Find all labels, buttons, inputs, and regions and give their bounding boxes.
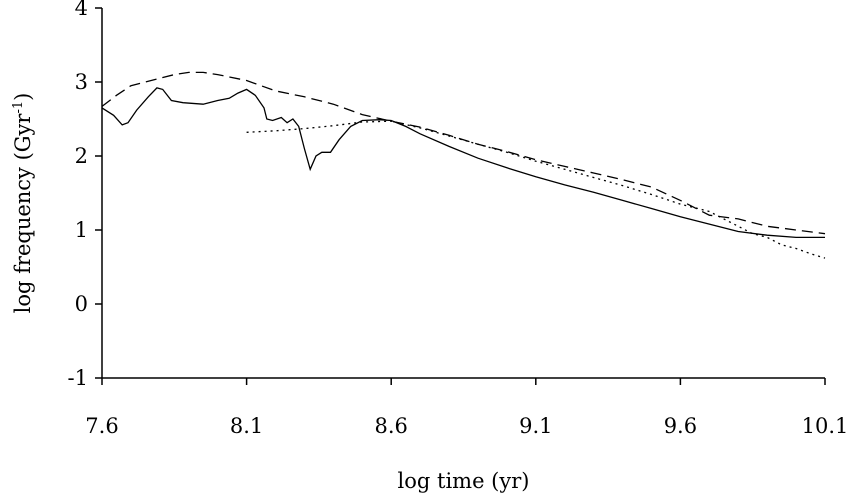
series-layer	[101, 71, 826, 259]
series-line-solid	[101, 87, 825, 239]
y-tick-label: 1	[75, 218, 88, 242]
y-tick-label: -1	[68, 366, 88, 390]
x-tick-label: 8.6	[374, 414, 407, 438]
axes	[101, 8, 825, 379]
y-tick-label: 3	[75, 70, 88, 94]
x-tick-label: 9.6	[664, 414, 697, 438]
series-line-dotted	[246, 120, 826, 259]
y-tick-label: 4	[75, 0, 88, 20]
x-tick-label: 9.1	[519, 414, 552, 438]
y-tick-label: 0	[75, 292, 88, 316]
y-axis-title-main: log frequency (Gyr	[11, 113, 35, 314]
series-line-dashed	[101, 71, 826, 235]
y-axis-title: log frequency (Gyr-1)	[11, 93, 35, 314]
y-axis-title-close: )	[11, 93, 35, 101]
x-tick-label: 8.1	[230, 414, 263, 438]
y-axis-title-superscript: -1	[11, 101, 26, 114]
x-axis-title: log time (yr)	[398, 469, 530, 493]
x-tick-label: 7.6	[85, 414, 118, 438]
ticks: -1 0 1 2 3 4 7.6 8.1 8.6 9.1 9.6 10.1	[68, 0, 849, 438]
y-tick-label: 2	[75, 144, 88, 168]
x-tick-label: 10.1	[802, 414, 849, 438]
